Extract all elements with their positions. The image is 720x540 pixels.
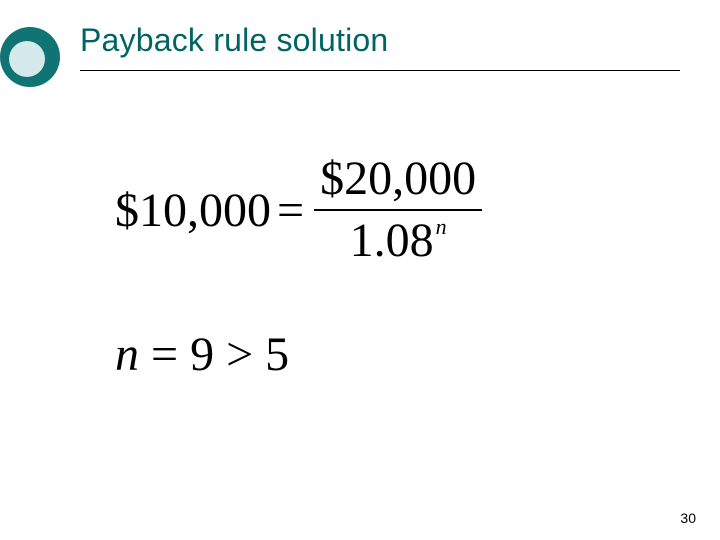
fraction-denominator: 1.08 n (344, 211, 453, 265)
equation-line-1: $10,000 = $20,000 1.08 n (115, 145, 482, 275)
result-comparison: = 9 > 5 (151, 328, 289, 381)
slide: Payback rule solution $10,000 = $20,000 … (0, 0, 720, 540)
denominator-exponent: n (436, 216, 447, 238)
denominator-base: 1.08 (350, 217, 434, 265)
fraction-numerator: $20,000 (314, 155, 482, 209)
equation-block: $10,000 = $20,000 1.08 n n = 9 > 5 (115, 145, 482, 382)
result-var: n (115, 328, 139, 381)
equation-line-2: n = 9 > 5 (115, 327, 482, 382)
equation-fraction: $20,000 1.08 n (314, 155, 482, 265)
page-number: 30 (680, 510, 696, 526)
title-underline (80, 70, 680, 71)
equation-lhs: $10,000 (115, 183, 271, 238)
slide-title: Payback rule solution (80, 22, 388, 59)
equation-equals: = (271, 183, 314, 238)
slide-ornament-icon (0, 27, 60, 87)
